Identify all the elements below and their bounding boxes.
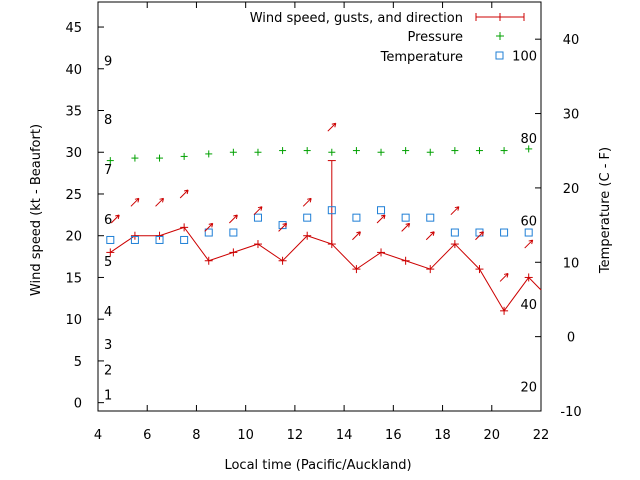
x-axis-label: Local time (Pacific/Auckland): [224, 458, 411, 473]
y-left-tick-label: 45: [65, 21, 82, 36]
wind-direction-arrow: [204, 222, 214, 232]
temperature-point: [204, 228, 213, 237]
wind-direction-arrow: [524, 239, 534, 249]
temperature-point: [303, 213, 312, 222]
wind-direction-arrow: [155, 197, 165, 207]
y-left-tick-label: 20: [65, 230, 82, 245]
temperature-point: [401, 213, 410, 222]
plot-frame: [97, 1, 542, 412]
y-right-tick-label: 20: [563, 182, 580, 197]
wind-series: [106, 160, 542, 315]
temperature-point: [450, 228, 459, 237]
x-tick-label: 18: [434, 428, 451, 443]
y-right-tick-label: -10: [560, 405, 581, 420]
beaufort-label: 3: [104, 338, 112, 353]
beaufort-label: 8: [104, 113, 112, 128]
legend-label-pressure: Pressure: [407, 30, 463, 45]
wind-direction-arrow: [499, 272, 509, 282]
x-tick-label: 16: [385, 428, 402, 443]
temperature-point: [253, 213, 262, 222]
temperature-point: [352, 213, 361, 222]
y-axis-right-label: Temperature (C - F): [598, 147, 613, 274]
y-axis-left-label: Wind speed (kt - Beaufort): [29, 124, 44, 296]
temperature-point: [130, 235, 139, 244]
pressure-series: [106, 145, 533, 165]
fahrenheit-label: 60: [520, 215, 537, 230]
wind-direction-arrow: [475, 231, 484, 241]
temperature-point: [524, 228, 533, 237]
y-left-tick-label: 25: [65, 188, 82, 203]
wind-direction-arrow: [376, 214, 386, 224]
temperature-point: [106, 235, 115, 244]
temperature-point: [426, 213, 435, 222]
legend-label-wind: Wind speed, gusts, and direction: [250, 11, 463, 26]
y-left-tick-labels: 0 5 10 15 20 25 30 35 40 45: [65, 21, 82, 412]
temperature-point: [155, 235, 164, 244]
beaufort-label: 4: [104, 305, 112, 320]
y-left-tick-label: 35: [65, 105, 82, 120]
y-left-tick-label: 5: [74, 355, 82, 370]
x-tick-label: 8: [192, 428, 200, 443]
beaufort-label: 6: [104, 213, 112, 228]
temperature-point: [377, 206, 386, 215]
y-right-tick-label: 10: [563, 256, 580, 271]
beaufort-label: 9: [104, 54, 112, 69]
beaufort-label: 1: [104, 388, 112, 403]
temperature-point: [229, 228, 238, 237]
temperature-point: [327, 206, 336, 215]
wind-direction-arrow: [302, 197, 312, 207]
x-tick-label: 6: [143, 428, 151, 443]
wind-direction-arrow: [229, 214, 238, 224]
x-tick-label: 14: [336, 428, 353, 443]
y-right-tick-labels: -10 0 10 20 30 40: [560, 33, 581, 420]
fahrenheit-label: 40: [520, 298, 537, 313]
wind-direction-arrow: [327, 122, 337, 132]
beaufort-label: 2: [104, 363, 112, 378]
x-tick-label: 10: [237, 428, 254, 443]
y-left-tick-label: 40: [65, 63, 82, 78]
x-tick-label: 4: [94, 428, 102, 443]
legend-label-temperature: Temperature: [380, 50, 463, 65]
y-right-tick-label: 40: [563, 33, 580, 48]
wind-direction-arrow: [179, 189, 189, 199]
wind-direction-arrow: [352, 231, 361, 241]
y-left-tick-label: 0: [74, 397, 82, 412]
wind-direction-arrow: [401, 222, 411, 232]
y-left-tick-label: 30: [65, 146, 82, 161]
y-right-tick-label: 0: [567, 331, 575, 346]
wind-direction-arrow: [425, 231, 435, 241]
legend-swatch-temperature: [495, 51, 504, 60]
x-tick-label: 22: [533, 428, 550, 443]
wind-direction-arrow: [278, 222, 288, 232]
x-tick-label: 12: [287, 428, 304, 443]
beaufort-labels: 1 2 3 4 5 6 7 8 9: [104, 54, 112, 403]
y-right-tick-label: 30: [563, 108, 580, 123]
temperature-point: [180, 235, 189, 244]
fahrenheit-label: 80: [520, 132, 537, 147]
temperature-point: [500, 228, 509, 237]
legend: Wind speed, gusts, and direction Pressur…: [250, 11, 525, 65]
wind-direction-arrow: [450, 206, 460, 216]
fahrenheit-label: 20: [520, 380, 537, 395]
wind-direction-arrow: [253, 206, 263, 216]
beaufort-label: 5: [104, 255, 112, 270]
wind-direction-arrows: [110, 122, 534, 282]
y-left-tick-label: 15: [65, 271, 82, 286]
beaufort-label: 7: [104, 163, 112, 178]
fahrenheit-labels: 20 40 60 80 100: [512, 50, 537, 396]
wind-direction-arrow: [130, 197, 140, 207]
x-tick-labels: 4 6 8 10 12 14 16 18 20 22: [94, 428, 549, 443]
axis-ticks: [97, 2, 542, 412]
y-left-tick-label: 10: [65, 313, 82, 328]
temperature-series: [106, 206, 533, 244]
x-tick-label: 20: [484, 428, 501, 443]
plot-border: [97, 1, 542, 412]
wind-direction-arrow: [110, 214, 120, 224]
fahrenheit-label: 100: [512, 50, 537, 65]
